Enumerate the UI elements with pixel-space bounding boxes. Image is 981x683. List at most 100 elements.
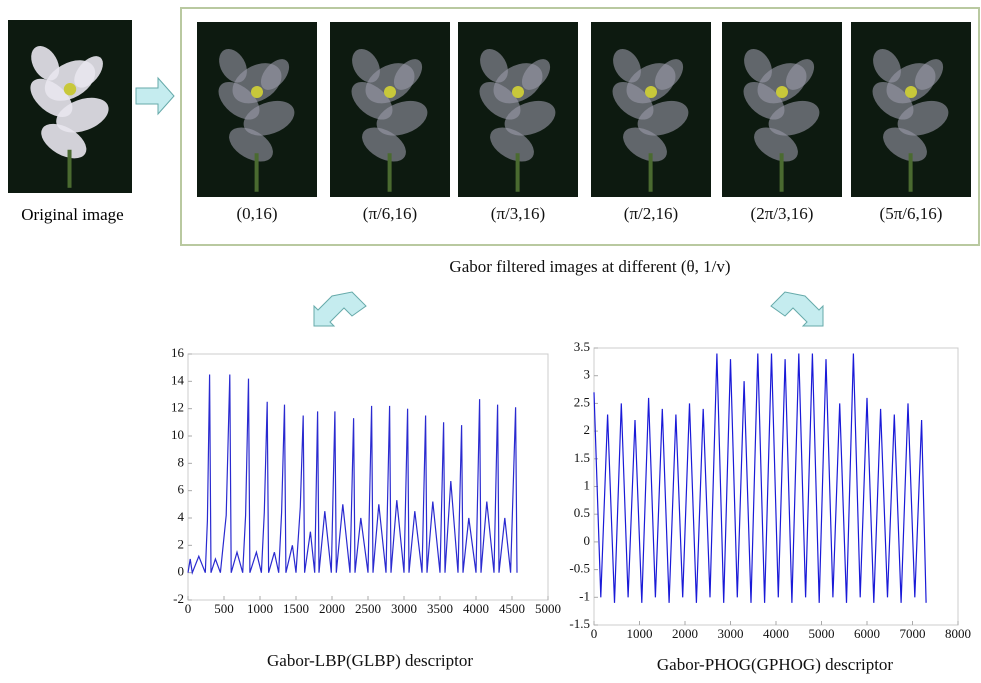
- x-tick-label: 4000: [463, 601, 489, 616]
- flower-center: [63, 83, 77, 96]
- filter-label: (2π/3,16): [751, 204, 814, 223]
- y-tick-label: 8: [178, 454, 185, 469]
- y-tick-label: 1.5: [574, 450, 590, 465]
- petal: [897, 100, 949, 136]
- x-tick-label: 7000: [900, 626, 926, 641]
- petal: [352, 49, 380, 83]
- petal: [31, 46, 60, 81]
- x-tick-label: 4000: [763, 626, 789, 641]
- y-tick-label: 10: [171, 427, 184, 442]
- petal: [637, 100, 689, 136]
- x-tick-label: 5000: [809, 626, 835, 641]
- x-tick-label: 0: [591, 626, 598, 641]
- stem: [254, 153, 259, 192]
- data-line: [187, 374, 518, 575]
- flower-center: [384, 86, 396, 98]
- petal: [623, 127, 667, 162]
- petal: [56, 97, 109, 133]
- x-tick-label: 3500: [427, 601, 453, 616]
- chart-caption: Gabor-PHOG(GPHOG) descriptor: [657, 655, 894, 674]
- flower-center: [512, 86, 524, 98]
- petal: [243, 100, 295, 136]
- y-tick-label: 3: [584, 367, 591, 382]
- filter-label: (5π/6,16): [880, 204, 943, 223]
- petal: [362, 127, 406, 162]
- flower-center: [645, 86, 657, 98]
- arrow-right: [135, 76, 175, 116]
- filter-label: (π/2,16): [624, 204, 678, 223]
- petal: [872, 81, 914, 120]
- y-tick-label: 0: [178, 564, 185, 579]
- y-tick-label: 16: [171, 345, 185, 360]
- petal: [260, 59, 290, 90]
- petal: [30, 78, 73, 117]
- stem: [515, 153, 520, 192]
- flower-image: [458, 22, 578, 197]
- x-tick-label: 500: [214, 601, 234, 616]
- y-tick-label: 3.5: [574, 339, 590, 354]
- stem: [387, 153, 392, 192]
- petal: [654, 59, 684, 90]
- y-tick-label: 12: [171, 400, 184, 415]
- x-tick-label: 8000: [945, 626, 971, 641]
- petal: [768, 100, 820, 136]
- x-tick-label: 4500: [499, 601, 525, 616]
- chart-caption: Gabor-LBP(GLBP) descriptor: [267, 651, 473, 670]
- x-tick-label: 5000: [535, 601, 561, 616]
- petal: [74, 56, 103, 88]
- x-tick-label: 2000: [319, 601, 345, 616]
- petal: [914, 59, 944, 90]
- original-label: Original image: [21, 205, 124, 224]
- x-tick-label: 1000: [247, 601, 273, 616]
- flower-image: [330, 22, 450, 197]
- petal: [41, 123, 87, 159]
- flower-center: [905, 86, 917, 98]
- stem: [779, 153, 784, 192]
- petal: [376, 100, 428, 136]
- petal: [743, 81, 785, 120]
- petal: [393, 59, 423, 90]
- stem: [908, 153, 913, 192]
- flower-image: [8, 20, 132, 193]
- flower-image: [851, 22, 971, 197]
- y-tick-label: 1: [584, 477, 591, 492]
- plot-frame: [593, 347, 959, 626]
- y-tick-label: 6: [178, 482, 185, 497]
- y-tick-label: 4: [178, 509, 185, 524]
- flower-center: [251, 86, 263, 98]
- y-tick-label: 0: [584, 533, 591, 548]
- petal: [504, 100, 556, 136]
- y-tick-label: -1.5: [569, 616, 590, 631]
- y-tick-label: -0.5: [569, 561, 590, 576]
- filter-label: (π/3,16): [491, 204, 545, 223]
- petal: [218, 81, 260, 120]
- petal: [480, 49, 508, 83]
- petal: [613, 49, 641, 83]
- stem: [648, 153, 653, 192]
- petal: [229, 127, 273, 162]
- filter-label: (π/6,16): [363, 204, 417, 223]
- x-tick-label: 0: [185, 601, 192, 616]
- petal: [744, 49, 772, 83]
- petal: [754, 127, 798, 162]
- y-tick-label: -2: [173, 591, 184, 606]
- data-line: [593, 353, 927, 603]
- filter-label: (0,16): [236, 204, 277, 223]
- petal: [521, 59, 551, 90]
- petal: [612, 81, 654, 120]
- y-tick-label: 14: [171, 372, 185, 387]
- x-tick-label: 2500: [355, 601, 381, 616]
- y-tick-label: 2: [178, 536, 185, 551]
- filtered-caption: Gabor filtered images at different (θ, 1…: [449, 257, 730, 276]
- x-tick-label: 6000: [854, 626, 880, 641]
- y-tick-label: -1: [579, 588, 590, 603]
- x-tick-label: 1500: [283, 601, 309, 616]
- y-tick-label: 2: [584, 422, 591, 437]
- petal: [883, 127, 927, 162]
- petal: [219, 49, 247, 83]
- petal: [490, 127, 534, 162]
- petal: [873, 49, 901, 83]
- arrow-down-left: [313, 291, 367, 327]
- flower-image: [197, 22, 317, 197]
